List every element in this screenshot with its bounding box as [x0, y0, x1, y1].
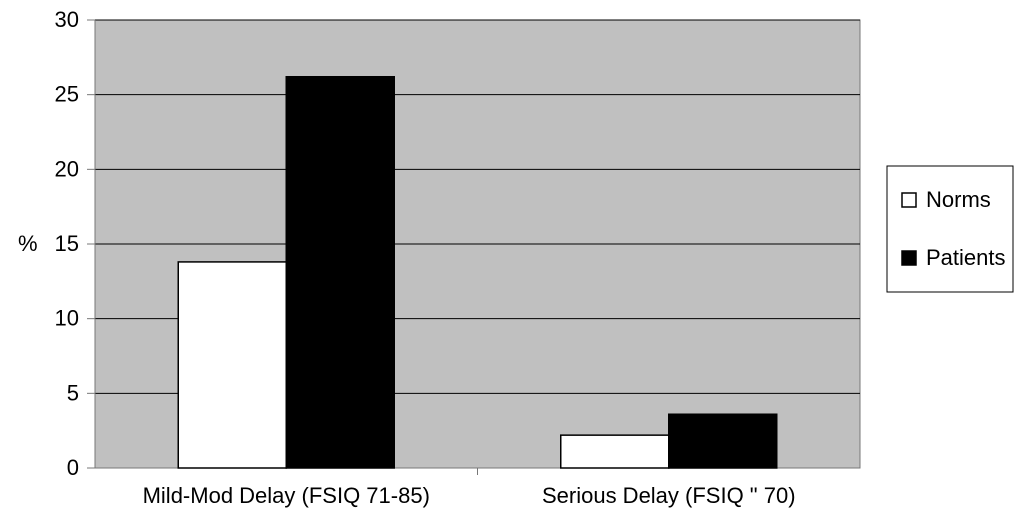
bar-norms-1 [560, 434, 670, 469]
bar-norms-0 [177, 261, 287, 469]
y-tick-label: 5 [67, 380, 79, 405]
legend-swatch-norms [901, 192, 917, 208]
y-axis-label: % [18, 231, 38, 256]
y-tick-label: 10 [55, 306, 79, 331]
legend: Norms Patients [886, 165, 1014, 293]
y-tick-label: 20 [55, 156, 79, 181]
legend-label-norms: Norms [926, 187, 991, 212]
legend-swatch-patients [901, 250, 917, 266]
legend-label-patients: Patients [926, 245, 1006, 270]
y-tick-label: 15 [55, 231, 79, 256]
x-category-label: Mild-Mod Delay (FSIQ 71-85) [143, 483, 430, 508]
bar-patients-0 [285, 75, 395, 469]
y-tick-label: 25 [55, 82, 79, 107]
y-tick-label: 0 [67, 455, 79, 480]
legend-box [886, 165, 1014, 293]
bar-patients-1 [668, 413, 778, 469]
bars [177, 75, 778, 469]
tick-labels: 0 5 10 15 20 25 30% Mild-Mod Delay (FSIQ 71-85)… [18, 7, 796, 508]
y-tick-label: 30 [55, 7, 79, 32]
x-category-label: Serious Delay (FSIQ " 70) [542, 483, 796, 508]
